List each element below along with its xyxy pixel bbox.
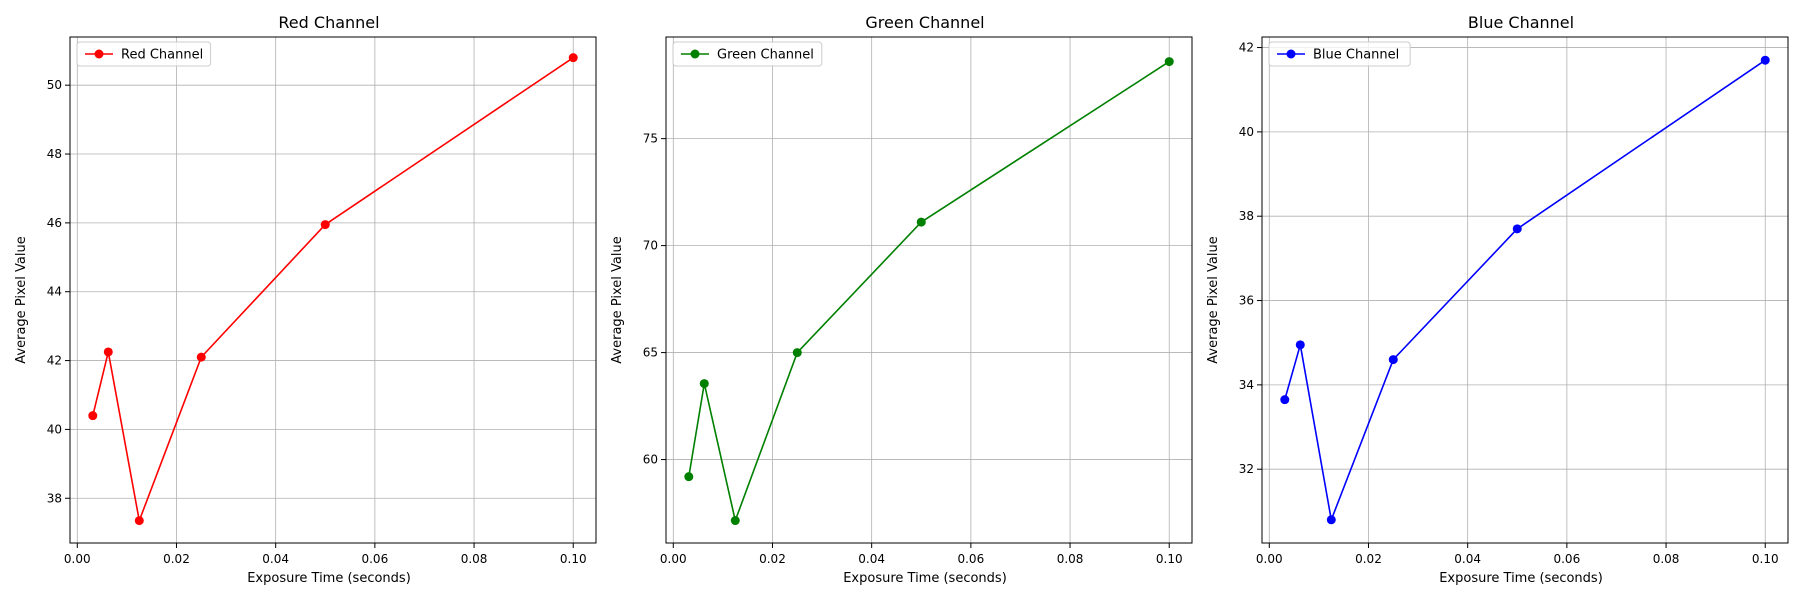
y-tick-label-green: 70 <box>643 239 658 253</box>
y-tick-label-red: 46 <box>47 216 62 230</box>
x-tick-label-blue: 0.00 <box>1256 552 1283 566</box>
y-axis-label-red: Average Pixel Value <box>14 236 29 363</box>
x-tick-label-blue: 0.02 <box>1355 552 1382 566</box>
x-tick-label-red: 0.06 <box>361 552 388 566</box>
chart-title-blue: Blue Channel <box>1468 13 1574 32</box>
y-tick-label-red: 42 <box>47 354 62 368</box>
data-point-red <box>196 352 206 362</box>
legend-marker-green <box>690 49 700 59</box>
legend-marker-red <box>94 49 104 59</box>
x-axis-label-green: Exposure Time (seconds) <box>843 571 1007 586</box>
series-line-green <box>688 60 1170 522</box>
legend-label-red: Red Channel <box>121 48 203 63</box>
data-point-green <box>684 472 694 482</box>
x-tick-label-red: 0.08 <box>461 552 488 566</box>
legend-label-green: Green Channel <box>717 48 814 63</box>
x-tick-label-red: 0.02 <box>163 552 190 566</box>
data-point-green <box>1164 57 1174 67</box>
data-point-red <box>134 516 144 526</box>
y-tick-label-red: 44 <box>47 285 62 299</box>
axes-frame-green <box>665 36 1193 544</box>
y-tick-label-blue: 34 <box>1239 378 1254 392</box>
data-point-green <box>699 379 709 389</box>
data-point-red <box>320 220 330 230</box>
data-point-blue <box>1388 355 1398 365</box>
legend-box-red <box>76 41 212 67</box>
y-tick-label-blue: 40 <box>1239 125 1254 139</box>
x-tick-label-green: 0.02 <box>759 552 786 566</box>
x-tick-label-green: 0.08 <box>1057 552 1084 566</box>
x-tick-label-green: 0.04 <box>858 552 885 566</box>
chart-title-green: Green Channel <box>865 13 984 32</box>
x-tick-label-green: 0.10 <box>1156 552 1183 566</box>
y-tick-label-blue: 32 <box>1239 462 1254 476</box>
data-point-blue <box>1280 395 1290 405</box>
series-line-red <box>92 56 574 522</box>
y-tick-label-blue: 42 <box>1239 41 1254 55</box>
plot-area-red: 0.00 0.02 0.04 0.06 0.08 0.10 38 40 42 44 46 48 50 Re… <box>47 36 597 566</box>
y-tick-label-green: 65 <box>643 346 658 360</box>
x-tick-label-red: 0.04 <box>262 552 289 566</box>
y-tick-label-green: 75 <box>643 132 658 146</box>
panel-blue: Blue Channel Exposure Time (seconds) Ave… <box>1206 13 1603 586</box>
x-tick-label-green: 0.00 <box>660 552 687 566</box>
data-point-green <box>730 516 740 526</box>
data-point-blue <box>1326 515 1336 525</box>
chart-title-red: Red Channel <box>278 13 379 32</box>
y-axis-label-blue: Average Pixel Value <box>1206 236 1221 363</box>
legend-blue: Blue Channel <box>1268 41 1411 67</box>
data-point-green <box>792 348 802 358</box>
data-point-red <box>88 411 98 421</box>
x-tick-label-blue: 0.10 <box>1752 552 1779 566</box>
x-axis-label-red: Exposure Time (seconds) <box>247 571 411 586</box>
x-tick-label-green: 0.06 <box>957 552 984 566</box>
y-tick-label-red: 38 <box>47 491 62 505</box>
data-point-blue <box>1295 340 1305 350</box>
legend-box-blue <box>1268 41 1411 67</box>
axes-frame-blue <box>1261 36 1789 544</box>
y-tick-label-red: 50 <box>47 78 62 92</box>
y-tick-label-red: 48 <box>47 147 62 161</box>
series-line-blue <box>1284 59 1766 521</box>
x-tick-label-red: 0.00 <box>64 552 91 566</box>
y-axis-label-green: Average Pixel Value <box>610 236 625 363</box>
legend-marker-blue <box>1286 49 1296 59</box>
y-tick-label-red: 40 <box>47 422 62 436</box>
panel-green: Green Channel Exposure Time (seconds) Av… <box>610 13 1007 586</box>
legend-box-green <box>672 41 823 67</box>
y-tick-label-blue: 38 <box>1239 209 1254 223</box>
x-tick-label-blue: 0.06 <box>1553 552 1580 566</box>
y-tick-label-blue: 36 <box>1239 294 1254 308</box>
data-point-red <box>103 347 113 357</box>
legend-green: Green Channel <box>672 41 823 67</box>
panel-red: Red Channel Exposure Time (seconds) Aver… <box>14 13 411 586</box>
x-tick-label-blue: 0.08 <box>1653 552 1680 566</box>
plot-area-blue: 0.00 0.02 0.04 0.06 0.08 0.10 32 34 36 38 40 42 Blue… <box>1239 36 1789 566</box>
data-point-blue <box>1760 55 1770 65</box>
x-axis-label-blue: Exposure Time (seconds) <box>1439 571 1603 586</box>
x-tick-label-blue: 0.04 <box>1454 552 1481 566</box>
data-point-red <box>568 53 578 63</box>
data-point-green <box>916 217 926 227</box>
y-tick-label-green: 60 <box>643 453 658 467</box>
axes-frame-red <box>69 36 597 544</box>
data-point-blue <box>1512 224 1522 234</box>
legend-label-blue: Blue Channel <box>1313 48 1399 63</box>
x-tick-label-red: 0.10 <box>560 552 587 566</box>
plot-area-green: 0.00 0.02 0.04 0.06 0.08 0.10 60 65 70 75 Green Ch… <box>643 36 1193 566</box>
legend-red: Red Channel <box>76 41 212 67</box>
